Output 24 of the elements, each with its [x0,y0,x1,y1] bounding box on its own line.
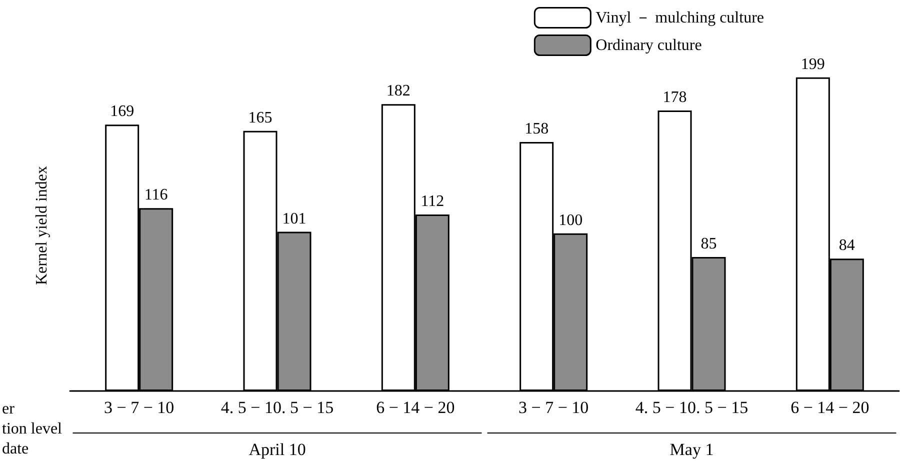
data-label: 178 [662,88,687,106]
data-label: 158 [524,120,549,138]
x-tick-label: 4. 5 − 10. 5 − 15 [635,398,748,417]
x-tick-label: 4. 5 − 10. 5 − 15 [220,398,334,417]
text: May 1 [670,440,714,459]
legend-label: Ordinary culture [596,36,702,54]
data-label: 165 [248,109,272,126]
data-label: 101 [282,210,306,228]
x-tick-label: 6 − 14 − 20 [790,398,870,417]
data-label: 182 [386,82,410,100]
data-label: 112 [420,192,444,210]
text: April 10 [248,440,306,459]
legend-label: Vinyl － mulching culture [596,9,764,26]
x-tick-label: 6 − 14 − 20 [376,398,455,417]
data-label: 85 [700,236,717,253]
data-label: 84 [838,237,855,254]
x-tick-label: 3 − 7 − 10 [518,398,589,417]
data-label: 199 [800,56,825,73]
data-label: 100 [558,212,583,229]
data-label: 169 [110,103,134,120]
data-label: 116 [144,186,168,204]
x-axis-title: er tion level date [2,400,63,458]
y-axis-title: Kernel yield index [34,166,50,286]
x-tick-label: 3 − 7 − 10 [104,398,174,417]
